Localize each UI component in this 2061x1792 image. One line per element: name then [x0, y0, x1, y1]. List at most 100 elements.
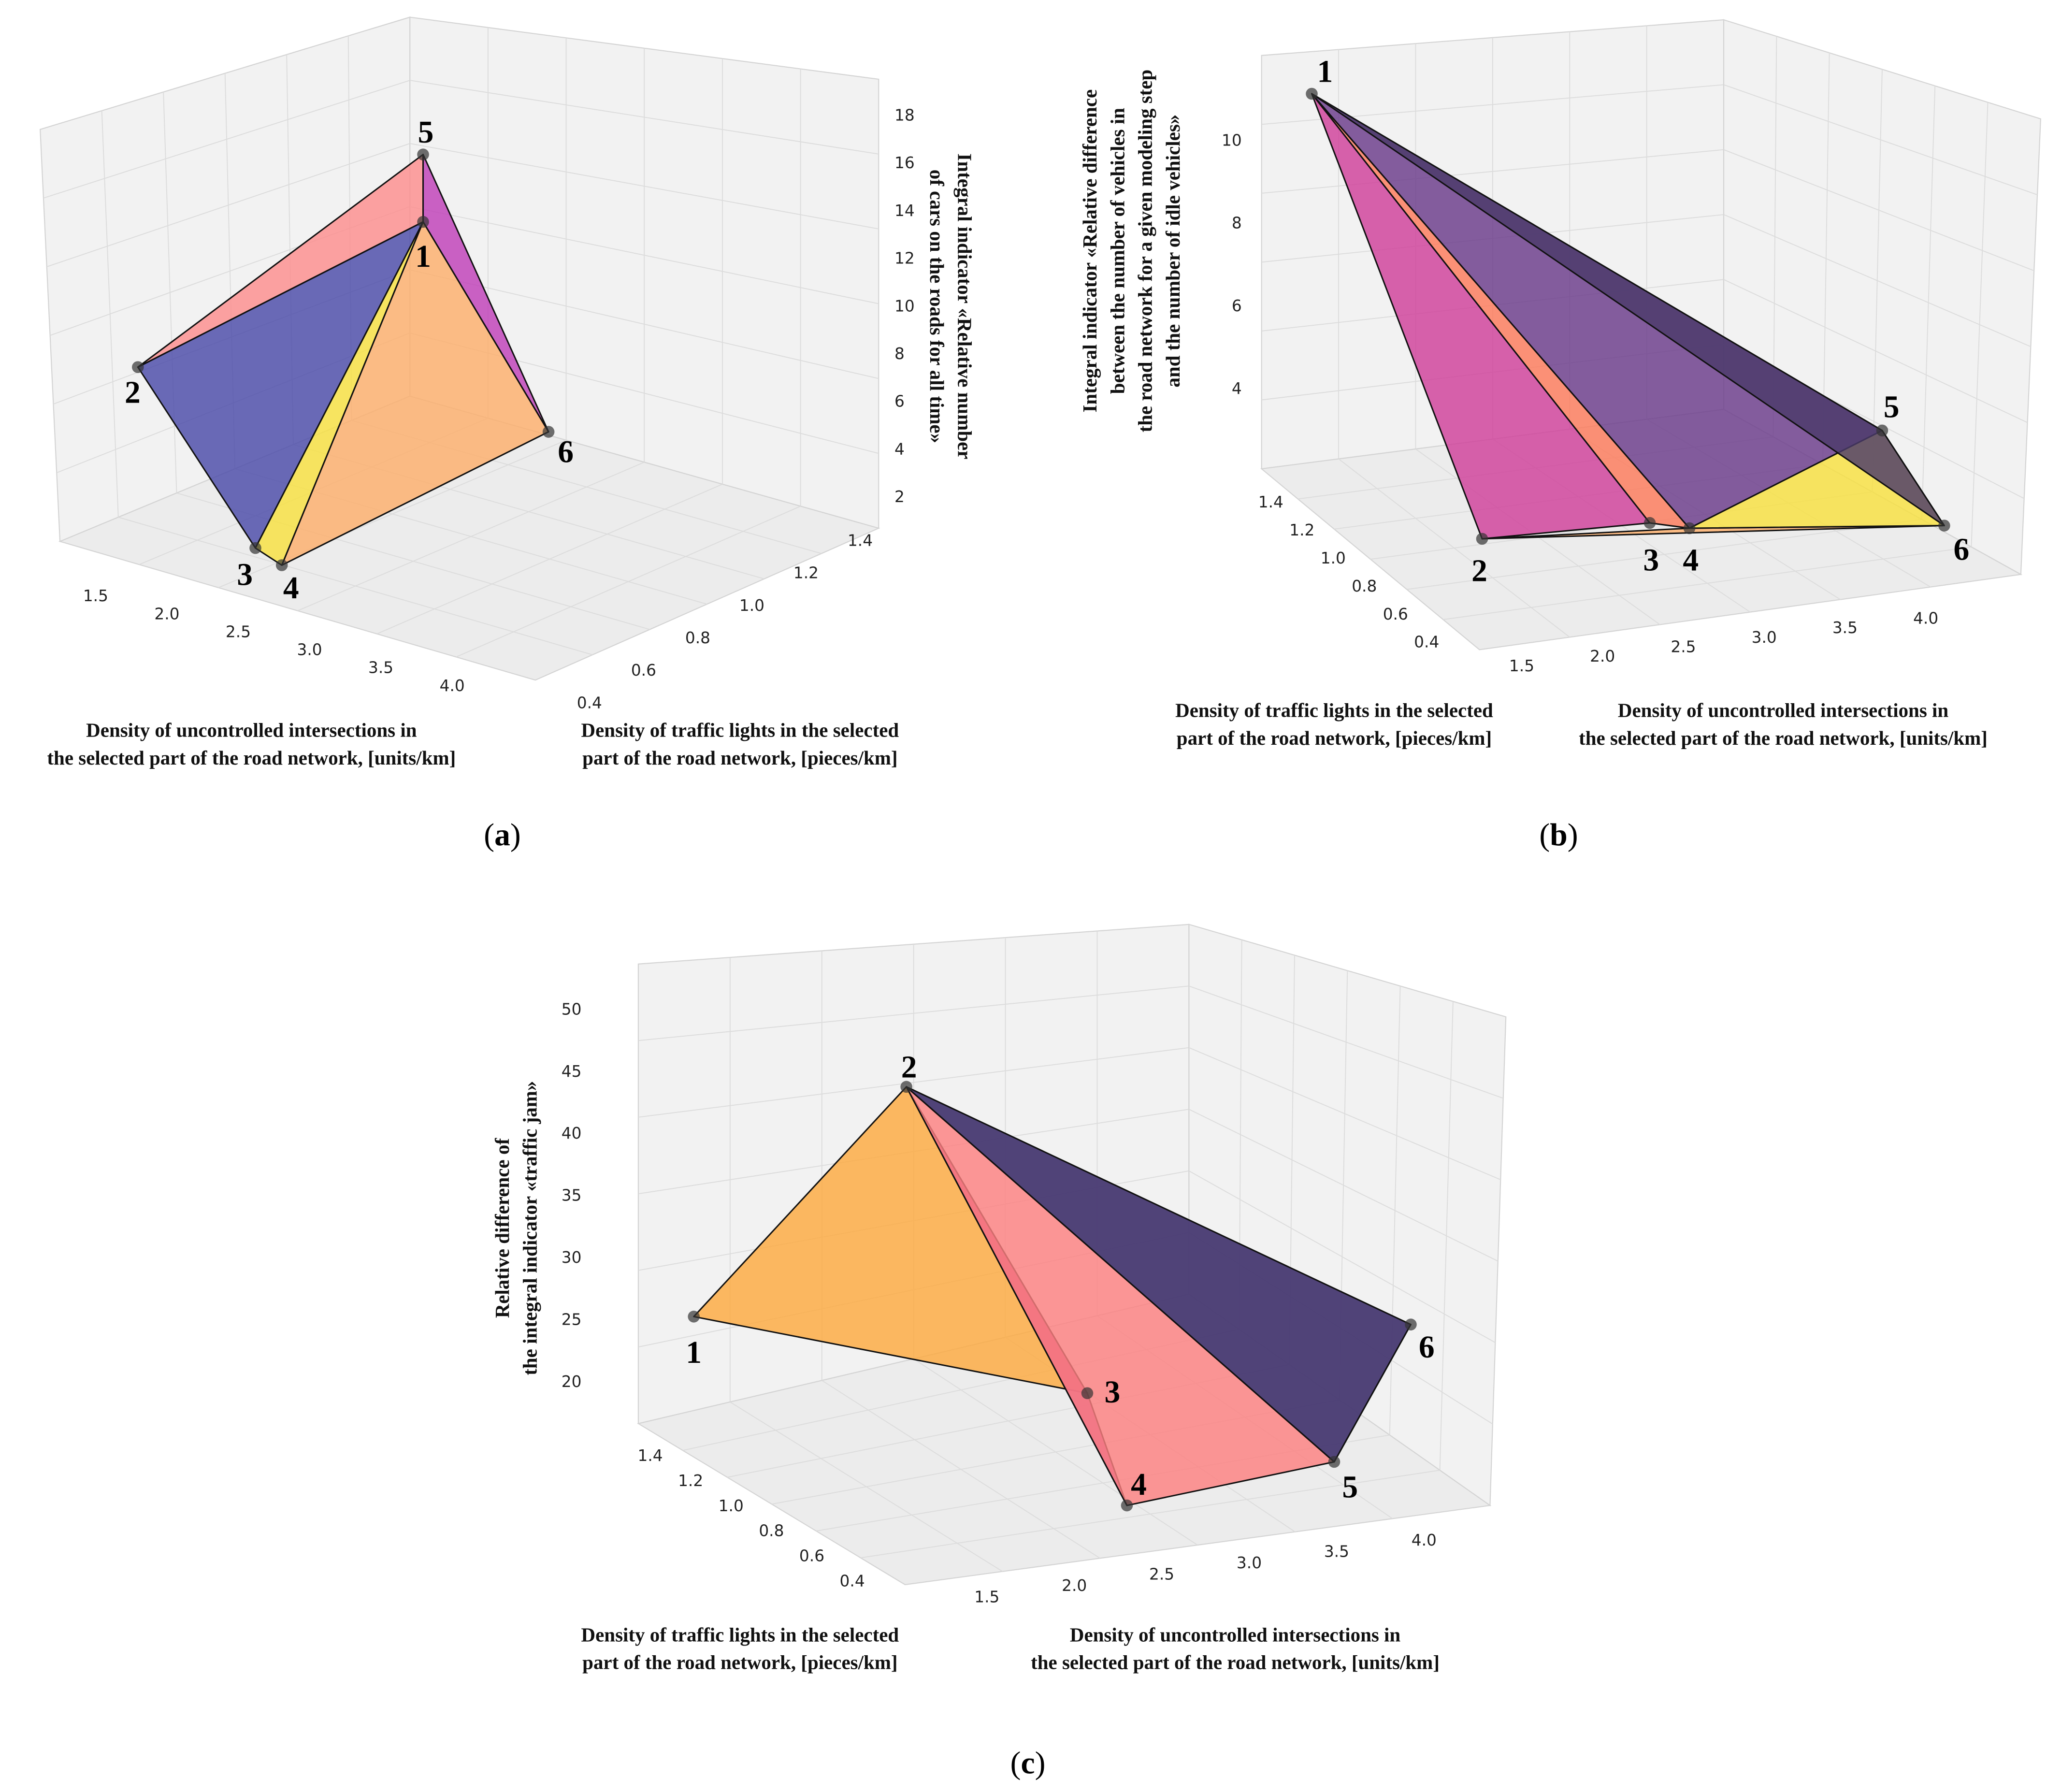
point-label: 6	[1419, 1330, 1435, 1365]
data-point-3	[1081, 1387, 1094, 1400]
data-point-3	[249, 542, 261, 554]
caption-letter: a	[494, 818, 510, 853]
z-axis-label-line: of cars on the roads for all time»	[926, 170, 948, 443]
data-point-3	[1643, 517, 1656, 529]
y-tick-label: 1.2	[793, 564, 819, 582]
y-axis-label: Density of traffic lights in the selecte…	[581, 719, 899, 769]
x-axis-label: Density of uncontrolled intersections in…	[1031, 1623, 1440, 1673]
data-point-5	[417, 148, 429, 160]
z-axis-label-line: and the number of idle vehicles»	[1162, 115, 1184, 388]
y-tick-label: 0.8	[685, 629, 710, 647]
x-tick-label: 2.5	[1671, 638, 1696, 656]
x-axis-label-line: the selected part of the road network, […	[1031, 1651, 1440, 1674]
data-point-5	[1328, 1456, 1340, 1468]
x-tick-label: 2.5	[1149, 1565, 1174, 1583]
data-point-4	[1683, 522, 1696, 535]
point-label: 6	[1954, 533, 1970, 567]
y-tick-label: 0.4	[1414, 633, 1439, 651]
x-axis-label-line: Density of uncontrolled intersections in	[1618, 699, 1949, 722]
point-label: 1	[1317, 54, 1333, 89]
y-tick-label: 1.4	[848, 531, 873, 549]
y-axis-label-line: Density of traffic lights in the selecte…	[1175, 699, 1493, 722]
grid-line	[456, 506, 801, 658]
z-tick-label: 25	[562, 1310, 582, 1329]
y-tick-label: 0.8	[1352, 577, 1377, 595]
z-axis-label-line: the integral indicator «traffic jam»	[519, 1081, 541, 1375]
z-tick-label: 4	[894, 440, 905, 458]
x-tick-label: 2.0	[1590, 647, 1615, 665]
data-point-1	[1306, 87, 1318, 100]
subfigure-caption: (c)	[1010, 1746, 1046, 1781]
y-tick-label: 1.2	[678, 1472, 703, 1490]
x-tick-label: 4.0	[1412, 1531, 1437, 1549]
caption-letter: c	[1021, 1746, 1035, 1781]
data-point-2	[132, 361, 144, 373]
z-tick-label: 10	[1222, 131, 1242, 149]
y-axis-label-line: part of the road network, [pieces/km]	[582, 747, 897, 769]
z-tick-label: 6	[894, 392, 905, 411]
z-tick-label: 40	[562, 1124, 582, 1142]
data-point-6	[1938, 520, 1950, 532]
y-tick-label: 0.4	[577, 694, 602, 712]
x-axis-label: Density of uncontrolled intersections in…	[1579, 699, 1988, 749]
x-axis-label: Density of uncontrolled intersections in…	[47, 719, 456, 769]
point-label: 2	[1471, 553, 1487, 588]
point-label: 5	[418, 115, 434, 150]
x-tick-label: 2.0	[1062, 1576, 1087, 1595]
face-1-5-6	[1311, 93, 1945, 527]
y-axis-label-line: Density of traffic lights in the selecte…	[581, 719, 899, 741]
z-tick-label: 35	[562, 1186, 582, 1205]
z-tick-label: 45	[562, 1062, 582, 1081]
x-tick-label: 3.5	[1324, 1542, 1349, 1561]
x-tick-label: 3.0	[297, 641, 322, 659]
z-axis-label-line: between the number of vehicles in	[1106, 108, 1128, 394]
x-axis-label-line: Density of uncontrolled intersections in	[86, 719, 417, 741]
x-tick-label: 1.5	[83, 587, 108, 605]
point-label: 5	[1342, 1470, 1358, 1505]
y-axis-label-line: part of the road network, [pieces/km]	[1177, 727, 1492, 749]
x-tick-label: 2.0	[154, 605, 179, 623]
data-point-1	[688, 1311, 700, 1323]
x-tick-label: 1.5	[1509, 657, 1534, 675]
point-label: 4	[283, 571, 299, 606]
data-point-2	[1476, 533, 1488, 545]
y-tick-label: 0.6	[631, 661, 656, 679]
z-axis-label-line: the road network for a given modeling st…	[1134, 70, 1156, 433]
x-axis-label-line: the selected part of the road network, […	[1579, 727, 1988, 749]
y-axis-label: Density of traffic lights in the selecte…	[581, 1623, 899, 1673]
x-tick-label: 4.0	[440, 677, 465, 695]
x-tick-label: 3.0	[1237, 1554, 1262, 1572]
y-tick-label: 1.4	[637, 1446, 663, 1465]
z-tick-label: 2	[894, 488, 905, 506]
point-label: 4	[1131, 1467, 1147, 1502]
x-tick-label: 3.5	[368, 659, 393, 677]
face-1-4-6	[281, 221, 549, 566]
z-axis-label: Integral indicator «Relative difference b…	[1079, 70, 1184, 433]
z-axis-label-line: Relative difference of	[491, 1138, 513, 1318]
z-tick-label: 10	[894, 297, 915, 315]
subfigure-caption: (b)	[1539, 818, 1578, 853]
point-label: 2	[125, 375, 141, 410]
z-tick-label: 12	[894, 249, 915, 268]
data-point-6	[542, 426, 555, 438]
z-tick-label: 18	[894, 106, 915, 124]
y-axis-label-line: Density of traffic lights in the selecte…	[581, 1623, 899, 1646]
data-point-2	[900, 1081, 912, 1093]
z-tick-label: 8	[894, 345, 905, 363]
chart-a: 123 4561.52.02.53.03.54.00.40.60.81.01.21…	[39, 16, 976, 853]
y-tick-label: 1.4	[1258, 493, 1283, 511]
caption-letter: b	[1550, 818, 1567, 853]
x-tick-label: 1.5	[974, 1588, 999, 1606]
x-tick-label: 3.5	[1832, 619, 1858, 637]
grid-line	[860, 1470, 1440, 1559]
z-tick-label: 16	[894, 154, 915, 172]
point-label: 3	[1643, 543, 1659, 578]
z-axis-label-line: Integral indicator «Relative difference	[1079, 89, 1101, 413]
x-tick-label: 3.0	[1752, 628, 1777, 647]
z-tick-label: 30	[562, 1248, 582, 1267]
y-tick-label: 1.0	[719, 1497, 744, 1515]
face-2-6-5	[906, 1086, 1412, 1463]
y-tick-label: 1.0	[739, 596, 764, 615]
